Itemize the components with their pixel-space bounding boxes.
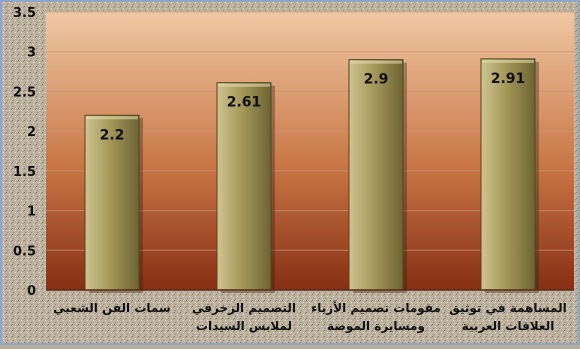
bar-highlight [350, 60, 402, 64]
y-tick-label: 3 [27, 46, 36, 61]
bar [348, 59, 404, 291]
bar [216, 82, 272, 291]
y-tick-label: 2.5 [13, 85, 36, 100]
bar-highlight [218, 83, 270, 87]
x-tick-label: العلاقات العربية [462, 319, 555, 333]
y-tick-label: 0.5 [13, 244, 36, 259]
data-label: 2.2 [100, 127, 125, 143]
y-tick-label: 2 [27, 125, 36, 140]
x-tick-label: المساهمة في توثيق [449, 301, 567, 316]
bar-highlight [482, 59, 534, 63]
bar-highlight [86, 116, 138, 120]
y-tick-label: 1.5 [13, 165, 36, 180]
y-axis: 0 0.5 1 1.5 2 2.5 3 3.5 [13, 6, 36, 299]
x-tick-label: لملابس السيدات [196, 319, 292, 333]
x-tick-label: سمات الفن الشعبي [53, 301, 170, 315]
y-tick-label: 0 [27, 284, 36, 299]
data-label: 2.9 [364, 72, 389, 88]
y-tick-label: 3.5 [13, 6, 36, 21]
data-label: 2.91 [491, 71, 526, 87]
x-axis: سمات الفن الشعبي التصميم الزخرفي لملابس ال… [46, 289, 574, 334]
value-labels: 2.2 2.61 2.9 2.91 [100, 71, 526, 143]
x-tick-label: مقومات تصميم الأزياء [311, 300, 441, 316]
bars [84, 58, 539, 294]
data-label: 2.61 [227, 95, 262, 111]
x-tick-label: ومسايرة الموضة [327, 319, 425, 334]
bar [480, 58, 536, 291]
y-tick-label: 1 [27, 205, 36, 220]
x-tick-label: التصميم الزخرفي [192, 301, 296, 315]
